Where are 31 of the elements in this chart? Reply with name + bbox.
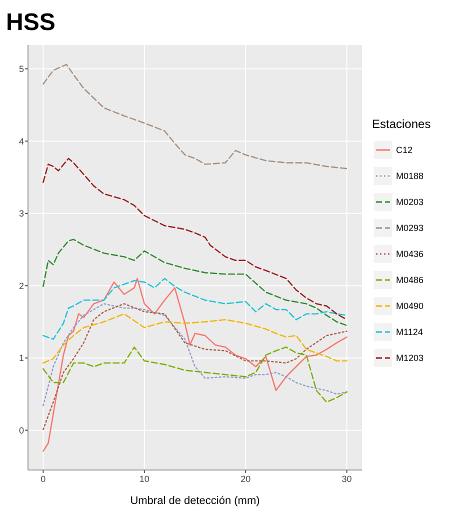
y-tick-label: 0: [18, 425, 24, 436]
legend-label: M0293: [396, 223, 424, 234]
legend-label: M1124: [396, 327, 423, 338]
y-tick-label: 5: [18, 64, 24, 74]
y-tick-label: 1: [18, 353, 24, 364]
x-tick-label: 0: [40, 474, 46, 484]
chart-title: HSS: [6, 9, 56, 36]
legend-label: M1203: [396, 353, 424, 364]
x-tick-label: 20: [240, 474, 251, 484]
legend-label: C12: [396, 145, 413, 156]
line-series: [42, 278, 348, 452]
line-series: [42, 278, 348, 340]
line-series: [42, 238, 348, 326]
x-tick-label: 10: [139, 474, 150, 484]
line-series: [42, 303, 348, 430]
y-tick-label: 3: [18, 208, 24, 219]
legend-label: M0436: [396, 249, 424, 260]
line-series: [42, 303, 348, 406]
line-series: [42, 346, 348, 403]
x-axis-title: Umbral de detección (mm): [130, 495, 260, 507]
line-series: [42, 313, 348, 364]
legend-label: M0188: [396, 171, 424, 182]
legend-label: M0490: [396, 301, 424, 312]
y-tick-label: 2: [18, 280, 24, 291]
x-tick-label: 30: [342, 474, 352, 484]
y-tick-label: 4: [18, 136, 24, 146]
line-series: [42, 64, 348, 170]
legend-label: M0486: [396, 275, 424, 286]
legend-label: M0203: [396, 197, 424, 208]
line-series: [42, 158, 348, 320]
legend-title: Estaciones: [372, 117, 431, 131]
